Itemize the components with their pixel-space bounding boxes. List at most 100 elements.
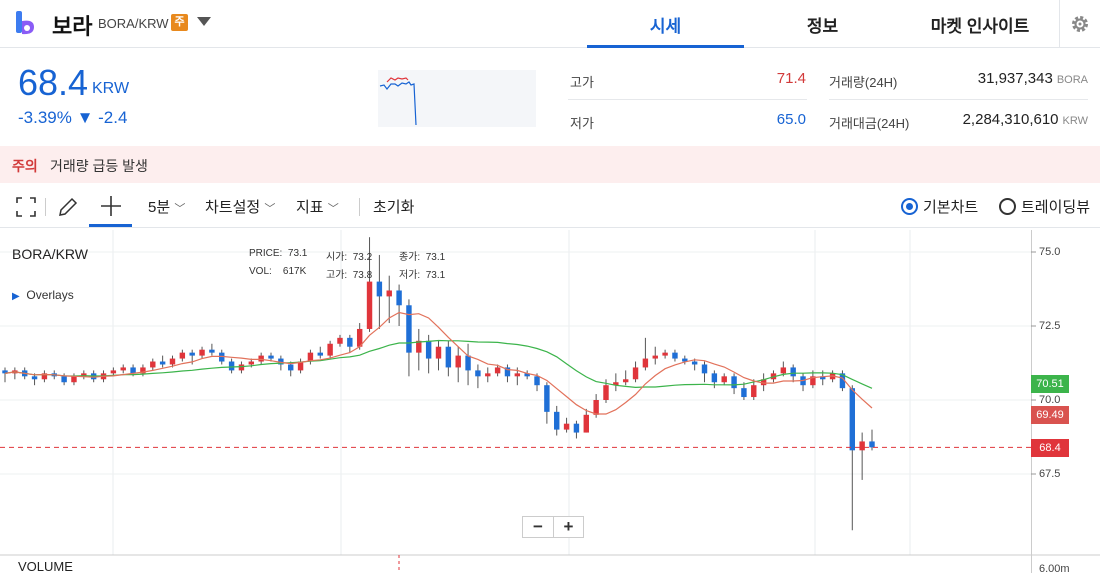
zoom-out-button[interactable]: − — [533, 517, 543, 536]
basic-chart-radio[interactable] — [901, 198, 918, 215]
zoom-in-button[interactable]: + — [553, 517, 583, 537]
warning-banner: 주의 거래량 급등 발생 — [0, 146, 1100, 183]
candle-body — [672, 352, 678, 359]
candle-body — [780, 367, 787, 374]
sparkline — [378, 70, 536, 127]
candle-body — [622, 379, 629, 383]
ohlc-close-label: 종가: — [399, 252, 421, 263]
ohlc-close-value: 73.1 — [425, 252, 446, 263]
interval-label: 5분 — [148, 199, 171, 216]
candle-body — [485, 373, 491, 377]
settings-button[interactable] — [1059, 0, 1100, 48]
candle-body — [386, 290, 392, 297]
candle-body — [396, 290, 402, 306]
candle-body — [416, 340, 422, 353]
candle-body — [31, 376, 38, 380]
toolbar-divider — [359, 198, 360, 216]
amount-unit: KRW — [1062, 115, 1088, 127]
candle-body — [228, 361, 235, 371]
candle-body — [524, 373, 530, 377]
y-tick-label: 6.00m — [1039, 563, 1070, 575]
candle-body — [573, 423, 580, 433]
coin-select-dropdown-icon[interactable] — [197, 17, 211, 26]
high-label: 고가 — [570, 75, 594, 90]
ohlc-open-value: 73.2 — [352, 252, 373, 263]
chevron-down-icon: ﹀ — [327, 203, 339, 215]
candle-body — [356, 328, 363, 347]
ma-short-tag: 69.49 — [1031, 406, 1069, 424]
indicators-dropdown[interactable]: 지표 ﹀ — [296, 196, 339, 217]
ohlc-low-label: 저가: — [399, 270, 421, 281]
moving-average-long-line — [4, 339, 873, 389]
interval-dropdown[interactable]: 5분 ﹀ — [148, 196, 185, 217]
amount-label: 거래대금(24H) — [829, 116, 910, 131]
ohlc-open-label: 시가: — [326, 252, 348, 263]
candle-body — [41, 373, 48, 380]
candle-body — [238, 364, 245, 371]
chevron-down-icon: ﹀ — [264, 203, 276, 215]
volume-pane-label: VOLUME — [18, 559, 73, 574]
chart-toolbar: 5분 ﹀ 차트설정 ﹀ 지표 ﹀ 초기화 기본차트 트레이딩뷰 — [0, 184, 1100, 228]
ohlc-high: 고가: 73.8 — [326, 266, 372, 281]
candle-body — [721, 376, 727, 383]
candle-body — [445, 346, 452, 368]
reset-button[interactable]: 초기화 — [373, 199, 415, 216]
candle-body — [563, 423, 570, 430]
candle-body — [219, 352, 225, 362]
candle-body — [593, 400, 599, 415]
price-chart[interactable] — [0, 230, 1100, 573]
overlays-toggle[interactable]: ▶ Overlays — [12, 288, 74, 302]
volume-label: 거래량(24H) — [829, 75, 898, 90]
tab-info[interactable]: 정보 — [806, 17, 839, 36]
candle-body — [268, 355, 274, 359]
tab-price[interactable]: 시세 — [587, 12, 744, 48]
candle-body — [347, 337, 353, 347]
volume-value: 31,937,343 BORA — [930, 70, 1088, 87]
crosshair-icon — [101, 196, 121, 216]
candle-body — [179, 352, 186, 359]
candle-body — [583, 414, 589, 433]
tab-market-insight[interactable]: 마켓 인사이트 — [930, 17, 1030, 36]
candle-body — [366, 281, 373, 329]
candle-body — [603, 385, 609, 400]
indicators-label: 지표 — [296, 199, 324, 216]
candle-body — [159, 361, 166, 365]
candle-body — [760, 379, 767, 386]
pencil-icon[interactable] — [57, 196, 79, 218]
chart-settings-label: 차트설정 — [205, 199, 261, 216]
candle-body — [711, 373, 718, 383]
ohlc-vol: VOL: 617K — [249, 266, 306, 277]
candle-body — [455, 355, 461, 368]
candle-body — [209, 349, 215, 353]
candle-body — [475, 370, 481, 377]
candle-body — [425, 340, 432, 359]
price-unit: KRW — [92, 80, 130, 97]
tradingview-radio[interactable] — [999, 198, 1016, 215]
basic-chart-label[interactable]: 기본차트 — [923, 199, 979, 216]
candle-body — [810, 376, 816, 386]
warning-text: 거래량 급등 발생 — [50, 158, 148, 174]
volume-number: 31,937,343 — [977, 70, 1053, 87]
fullscreen-icon[interactable] — [16, 197, 36, 217]
warning-label: 주의 — [12, 158, 38, 174]
candle-body — [278, 358, 284, 365]
chevron-down-icon: ﹀ — [174, 203, 186, 215]
bora-logo-icon — [16, 11, 34, 35]
ma-long-tag: 70.51 — [1031, 375, 1069, 393]
tradingview-label[interactable]: 트레이딩뷰 — [1021, 199, 1091, 216]
y-tick-label: 75.0 — [1039, 246, 1061, 258]
ohlc-price-label: PRICE: — [249, 248, 283, 259]
crosshair-button[interactable] — [89, 184, 132, 227]
candle-body — [288, 364, 294, 371]
amount-value: 2,284,310,610 KRW — [930, 111, 1088, 128]
chart-settings-dropdown[interactable]: 차트설정 ﹀ — [205, 196, 275, 217]
candle-body — [682, 358, 688, 362]
ohlc-vol-label: VOL: — [249, 266, 272, 277]
candle-body — [859, 441, 865, 451]
candle-body — [337, 337, 343, 344]
candlestick-chart[interactable] — [0, 230, 1100, 573]
candle-body — [494, 367, 501, 374]
candle-body — [514, 373, 521, 377]
candle-body — [71, 376, 77, 383]
candle-body — [642, 358, 649, 368]
